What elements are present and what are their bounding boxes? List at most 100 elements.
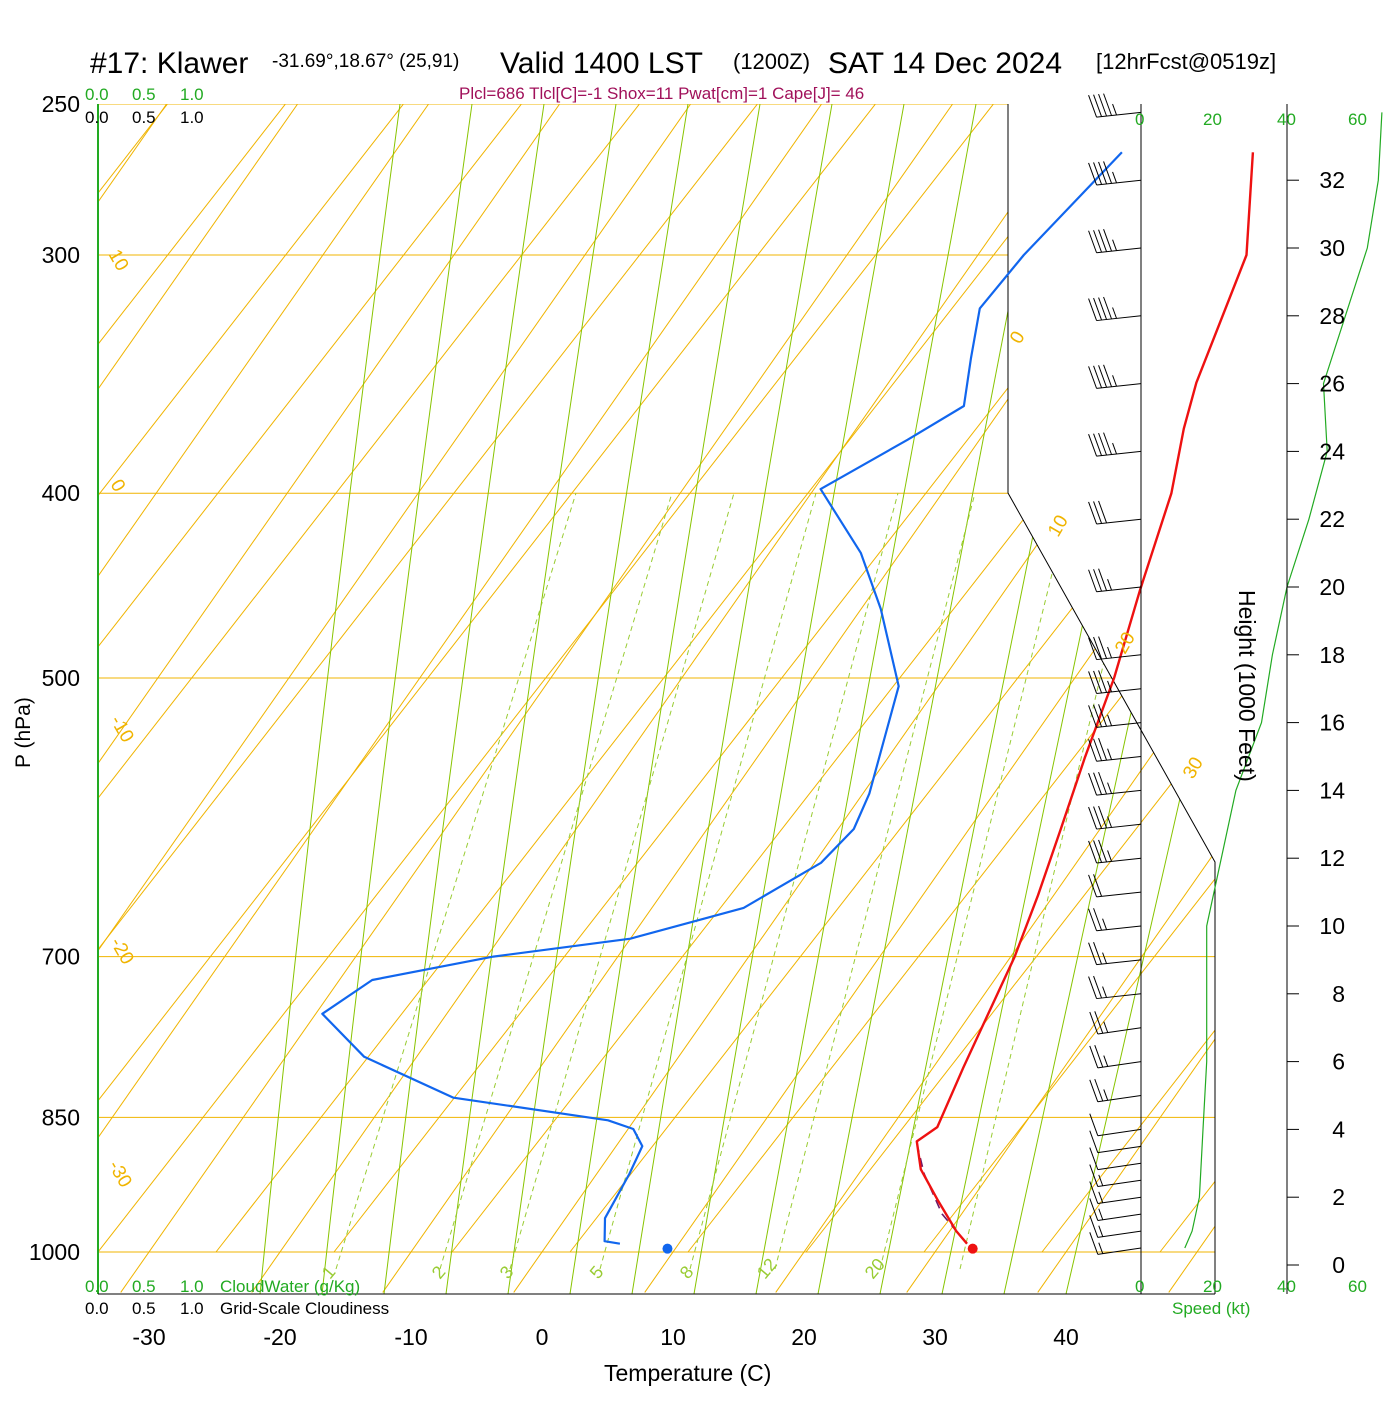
- dry-adiabat-line: [1041, 104, 1215, 1253]
- wind-barb-flag: [1088, 942, 1098, 965]
- wind-barb-half: [1107, 680, 1113, 693]
- dry-adiabat-line: [98, 104, 996, 1253]
- wind-barb-half: [1102, 952, 1108, 964]
- wind-barb-staff: [1097, 1247, 1142, 1255]
- wind-barb-flag: [1088, 908, 1098, 931]
- dry-adiabat-label: 0: [106, 476, 129, 496]
- wind-barb-staff: [1096, 722, 1142, 728]
- wind-barb: [1088, 704, 1142, 728]
- wind-barb-flag: [1088, 501, 1098, 525]
- wind-barb-flag: [1093, 704, 1103, 728]
- mixing-ratio-line: [959, 492, 1145, 1270]
- wind-barb-staff: [1097, 1179, 1142, 1188]
- wind-barb-flag: [1098, 805, 1108, 829]
- wind-barb-staff: [1097, 1061, 1142, 1069]
- dry-adiabat-line: [805, 104, 1215, 1253]
- wind-barb-flag: [1098, 161, 1108, 185]
- wind-barb-flag: [1088, 162, 1098, 186]
- isotherm-line: [98, 104, 299, 1293]
- speed-bottom-tick-1: 20: [1203, 1277, 1222, 1296]
- wind-barb-flag: [1088, 739, 1098, 762]
- moist-adiabat-line: [941, 104, 1193, 1294]
- wind-barb-flag: [1093, 908, 1103, 931]
- wind-barb-flag: [1098, 568, 1108, 591]
- stability-indices: Plcl=686 Tlcl[C]=-1 Shox=11 Pwat[cm]=1 C…: [459, 84, 864, 103]
- wind-barb: [1088, 229, 1142, 254]
- wind-barb-half: [1112, 171, 1118, 184]
- wind-barb: [1089, 1164, 1142, 1188]
- isotherm-line: [644, 104, 1215, 1293]
- wind-barb-staff: [1097, 1145, 1142, 1154]
- wind-barb: [1089, 1078, 1142, 1103]
- wind-barb: [1088, 568, 1142, 593]
- dry-adiabat-line: [1396, 102, 1400, 1252]
- height-tick-label: 16: [1319, 710, 1345, 736]
- wind-barb: [1089, 1045, 1142, 1069]
- speed-profile-line: [1184, 112, 1383, 1249]
- wind-barb-flag: [1094, 1078, 1104, 1102]
- x-axis-title: Temperature (C): [604, 1360, 771, 1386]
- moist-adiabat-line: [445, 104, 617, 1294]
- wind-barb-staff: [1096, 925, 1142, 932]
- dry-adiabat-label: -10: [106, 712, 138, 746]
- height-tick-label: 8: [1332, 981, 1345, 1007]
- wind-barb-staff: [1097, 1196, 1142, 1204]
- wind-barb: [1088, 500, 1142, 525]
- wind-barb-half: [1107, 748, 1113, 760]
- wind-barb-half: [1103, 1055, 1109, 1067]
- wind-barb-flag: [1098, 704, 1108, 727]
- wind-barb-half: [1112, 442, 1118, 455]
- wind-barb-flag: [1093, 365, 1103, 389]
- wind-barb-flag: [1089, 1232, 1099, 1255]
- dry-adiabat-line: [333, 104, 1215, 1253]
- wind-barb-flag: [1093, 975, 1103, 999]
- moist-adiabat-line: [631, 104, 833, 1294]
- wind-barb-flag: [1098, 670, 1108, 693]
- wind-barb: [1088, 908, 1142, 932]
- wind-barb-flag: [1103, 432, 1113, 455]
- temperature-tick-label: 40: [1053, 1324, 1079, 1350]
- wind-barb-half: [1098, 1174, 1104, 1187]
- wind-barb-staff: [1097, 1027, 1142, 1035]
- mixing-ratio-label: 12: [753, 1254, 781, 1282]
- wind-barb-flag: [1089, 1164, 1099, 1187]
- wind-barb-half: [1112, 307, 1118, 319]
- wind-barb-half: [1107, 646, 1113, 659]
- wind-barb: [1088, 738, 1142, 762]
- wind-barb-flag: [1093, 941, 1103, 965]
- wind-barb-staff: [1097, 1162, 1142, 1171]
- dewpoint-line: [321, 151, 1123, 1245]
- forecast-run: [12hrFcst@0519z]: [1096, 49, 1276, 74]
- temperature-line: [915, 152, 1255, 1245]
- mixing-ratio-label: 2: [428, 1262, 450, 1283]
- temperature-tick-label: -20: [263, 1324, 296, 1350]
- surface-temperature-dot: [967, 1243, 978, 1254]
- dry-adiabat-line: [451, 104, 1215, 1253]
- wind-barb-staff: [1096, 111, 1142, 118]
- height-tick-label: 32: [1319, 167, 1345, 193]
- dry-adiabat-line: [98, 104, 878, 1253]
- height-tick-label: 22: [1319, 506, 1345, 532]
- moist-adiabat-line: [693, 104, 905, 1294]
- moist-adiabat-line: [321, 104, 473, 1294]
- isotherm-line: [98, 104, 430, 1293]
- surface-dewpoint-dot: [662, 1243, 673, 1254]
- isotherm-line: [98, 104, 561, 1293]
- wind-barb: [1089, 1113, 1142, 1137]
- mixing-ratio-line: [689, 492, 899, 1270]
- y-axis-title: P (hPa): [12, 697, 35, 768]
- isotherm-line: [98, 104, 823, 1293]
- wind-barb-staff: [1096, 891, 1142, 898]
- dry-adiabat-line: [1278, 102, 1400, 1252]
- temperature-tick-label: 0: [536, 1324, 549, 1350]
- dry-adiabat-line: [98, 104, 642, 1253]
- wind-barb-half: [1102, 986, 1108, 998]
- wind-barb-flag: [1098, 771, 1108, 795]
- temperature-tick-label: 20: [791, 1324, 817, 1350]
- height-tick-label: 28: [1319, 303, 1345, 329]
- height-tick-label: 12: [1319, 845, 1345, 871]
- speed-axis-label: Speed (kt): [1172, 1299, 1250, 1318]
- height-tick-label: 6: [1332, 1049, 1345, 1075]
- wind-barb: [1089, 1011, 1142, 1035]
- temperature-tick-label: 10: [660, 1324, 686, 1350]
